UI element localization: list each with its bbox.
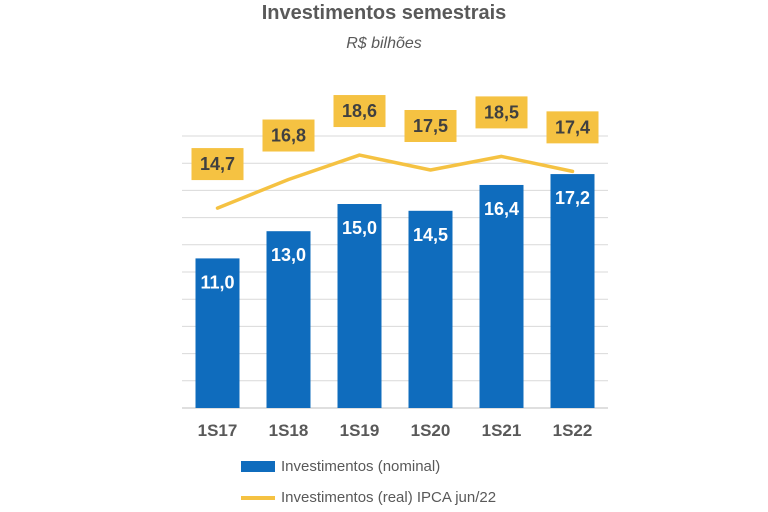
bar-value-label: 16,4 (484, 199, 519, 219)
line-value-box (404, 110, 457, 142)
line-value-label: 14,7 (200, 154, 235, 174)
bar-value-label: 11,0 (200, 272, 234, 292)
line-value-box (546, 111, 599, 144)
x-tick-label: 1S20 (411, 421, 451, 440)
chart-title: Investimentos semestrais (261, 2, 507, 24)
line-value-label: 17,5 (413, 116, 448, 136)
line-value-label: 18,5 (484, 102, 519, 122)
chart-subtitle: R$ bilhões (346, 35, 422, 52)
bar (266, 231, 311, 408)
legend-label-nominal: Investimentos (nominal) (281, 458, 441, 475)
line-value-label: 18,6 (342, 101, 377, 121)
legend-swatch-nominal (241, 461, 275, 472)
legend-item-nominal: Investimentos (nominal) (241, 458, 440, 475)
x-tick-label: 1S17 (198, 421, 238, 440)
legend-label-real: Investimentos (real) IPCA jun/22 (281, 489, 497, 506)
bar (408, 210, 453, 408)
legend-item-real: Investimentos (real) IPCA jun/22 (241, 489, 496, 506)
line-value-label: 17,4 (555, 117, 590, 137)
series-line (215, 153, 575, 210)
x-tick-label: 1S22 (553, 421, 593, 440)
line-value-box (333, 95, 386, 128)
bar (337, 204, 382, 408)
bar (550, 174, 595, 408)
line-value-box (262, 119, 315, 152)
line-value-label: 16,8 (271, 126, 306, 146)
x-tick-label: 1S19 (340, 421, 380, 440)
line-value-box (191, 148, 244, 181)
legend-swatch-real (241, 495, 275, 500)
bar-value-label: 15,0 (342, 218, 377, 238)
bar (479, 184, 524, 408)
line-value-box (475, 96, 528, 129)
bar (195, 258, 240, 408)
bar-value-label: 13,0 (271, 245, 306, 265)
bar-value-label: 14,5 (413, 225, 448, 245)
x-tick-label: 1S18 (269, 421, 309, 440)
bar-value-label: 17,2 (555, 188, 590, 208)
x-tick-label: 1S21 (482, 421, 522, 440)
